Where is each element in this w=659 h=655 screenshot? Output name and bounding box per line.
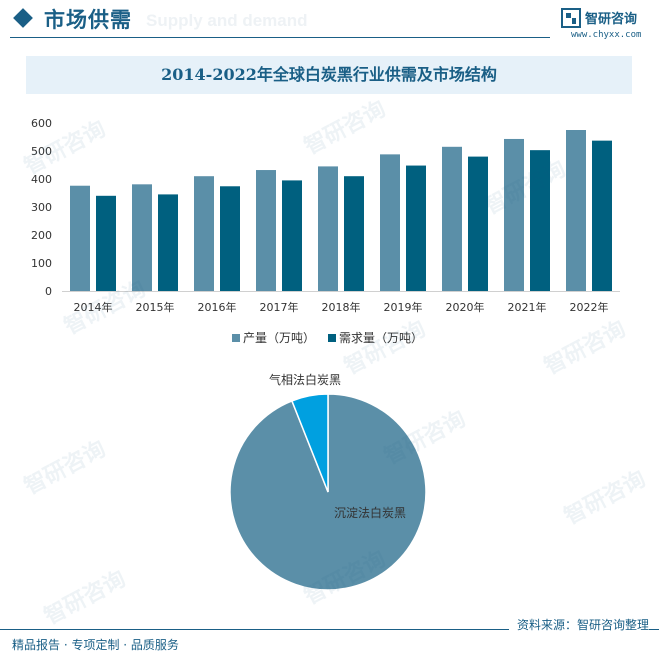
footer-divider (0, 629, 659, 630)
header-divider (10, 37, 550, 38)
bar-supply (504, 138, 524, 291)
footer-source: 资料来源：智研咨询整理 (508, 616, 649, 633)
y-tick-label: 300 (31, 201, 52, 214)
chart-title: 2014-2022年全球白炭黑行业供需及市场结构 (26, 56, 632, 94)
brand-logo-icon (561, 8, 581, 28)
x-tick-label: 2021年 (508, 300, 547, 314)
bar-chart: 0 100 200 300 400 500 600 2014年 2015年 2016年 2017年 2… (31, 117, 620, 314)
bar-supply (566, 130, 586, 291)
bar-demand (96, 195, 116, 291)
legend-swatch (328, 334, 336, 342)
y-tick-label: 100 (31, 257, 52, 270)
bar-supply (380, 154, 400, 291)
x-tick-label: 2017年 (260, 300, 299, 314)
bar-supply (256, 170, 276, 291)
y-tick-label: 500 (31, 145, 52, 158)
bar-demand (282, 180, 302, 291)
x-tick-label: 2016年 (198, 300, 237, 314)
bar-supply (70, 185, 90, 291)
bar-demand (468, 156, 488, 291)
x-tick-label: 2020年 (446, 300, 485, 314)
pie-chart: 沉淀法白炭黑 气相法白炭黑 (229, 372, 427, 591)
bar-demand (592, 140, 612, 291)
chart-legend: 产量（万吨） 需求量（万吨） (232, 331, 423, 345)
brand-url: www.chyxx.com (571, 30, 642, 40)
bar-supply (442, 146, 462, 291)
bar-demand (406, 165, 426, 291)
page-title: 市场供需 (44, 8, 132, 32)
bar-demand (220, 186, 240, 291)
legend-label: 产量（万吨） (243, 331, 315, 345)
x-tick-label: 2014年 (74, 300, 113, 314)
x-tick-label: 2022年 (570, 300, 609, 314)
bar-supply (132, 184, 152, 291)
bar-demand (158, 194, 178, 291)
pie-slice-fumed (290, 393, 329, 493)
bar-demand (344, 176, 364, 291)
bar-demand (530, 150, 550, 291)
bar-supply (194, 176, 214, 291)
y-tick-label: 600 (31, 117, 52, 130)
legend-label: 需求量（万吨） (339, 331, 423, 345)
y-tick-label: 200 (31, 229, 52, 242)
footer-slogan: 精品报告 · 专项定制 · 品质服务 (12, 638, 179, 652)
bar-supply (318, 166, 338, 291)
x-tick-label: 2015年 (136, 300, 175, 314)
brand-name: 智研咨询 (585, 12, 638, 27)
header-ghost-text: Supply and demand (146, 11, 308, 30)
y-tick-label: 0 (45, 285, 52, 298)
pie-label: 沉淀法白炭黑 (334, 505, 406, 520)
x-tick-label: 2019年 (384, 300, 423, 314)
header: Supply and demand 市场供需 智研咨询 www.chyxx.co… (0, 0, 659, 42)
x-tick-label: 2018年 (322, 300, 361, 314)
pie-label: 气相法白炭黑 (269, 372, 341, 387)
y-tick-label: 400 (31, 173, 52, 186)
legend-swatch (232, 334, 240, 342)
